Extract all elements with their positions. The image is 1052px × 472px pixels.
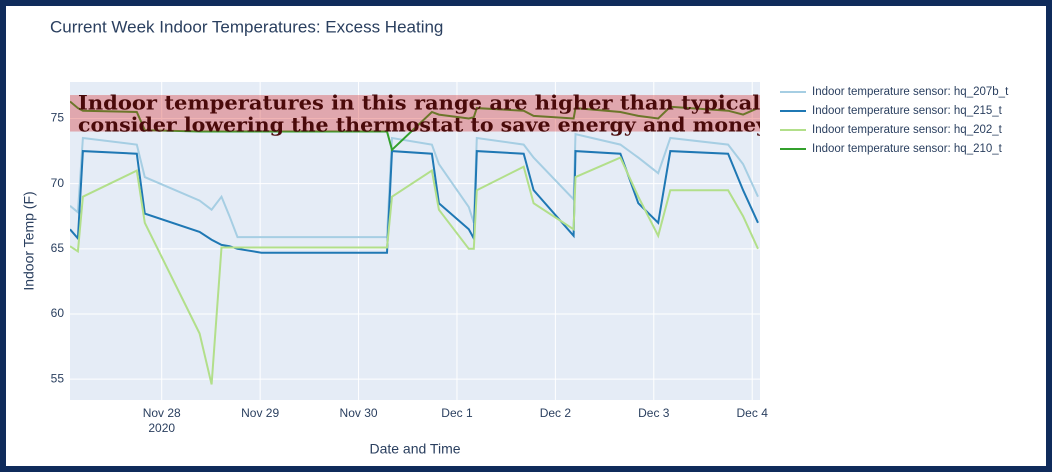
x-tick-label: Dec 3 — [638, 406, 670, 420]
x-tick-label: Dec 1 — [441, 406, 473, 420]
legend-label: Indoor temperature sensor: hq_215_t — [812, 105, 1003, 117]
chart: Current Week Indoor Temperatures: Excess… — [21, 17, 1009, 457]
plot-lines: Indoor temperatures in this range are hi… — [70, 91, 769, 385]
y-tick-label: 65 — [51, 241, 65, 255]
chart-title: Current Week Indoor Temperatures: Excess… — [50, 17, 443, 36]
highlight-band — [70, 95, 760, 132]
x-axis-title: Date and Time — [369, 441, 460, 457]
y-tick-label: 70 — [51, 176, 65, 190]
x-tick-label: Dec 2 — [540, 406, 572, 420]
x-tick-label: Dec 4 — [737, 406, 769, 420]
band-annotation: consider lowering the thermostat to save… — [78, 113, 769, 137]
legend-label: Indoor temperature sensor: hq_210_t — [812, 143, 1003, 155]
y-tick-label: 75 — [51, 111, 65, 125]
x-tick-label: Nov 28 2020 — [143, 406, 181, 435]
band-annotation: Indoor temperatures in this range are hi… — [78, 91, 768, 115]
y-tick-label: 60 — [51, 306, 65, 320]
x-tick-label: Nov 30 — [340, 406, 378, 420]
legend-label: Indoor temperature sensor: hq_207b_t — [812, 86, 1009, 98]
series-line — [70, 132, 759, 239]
series-line — [70, 156, 759, 385]
y-tick-label: 55 — [51, 371, 65, 385]
x-tick-label: Nov 29 — [241, 406, 279, 420]
series-line — [70, 100, 759, 152]
plot-area — [70, 82, 760, 400]
y-axis-title: Indoor Temp (F) — [21, 191, 37, 290]
legend-label: Indoor temperature sensor: hq_202_t — [812, 124, 1003, 136]
